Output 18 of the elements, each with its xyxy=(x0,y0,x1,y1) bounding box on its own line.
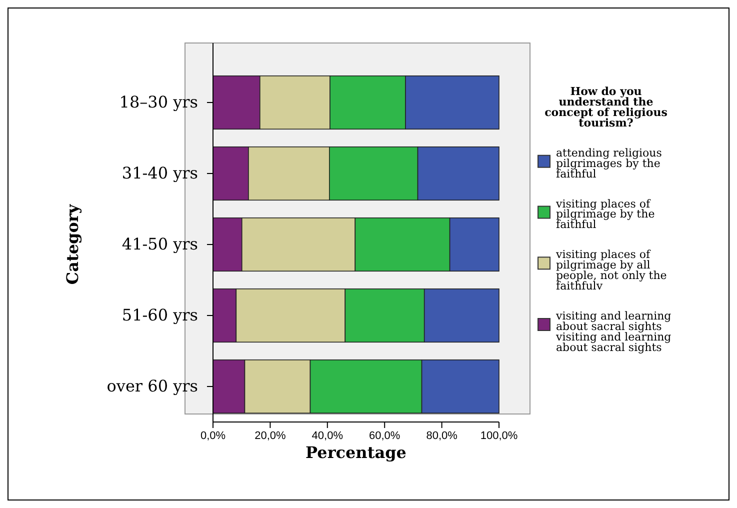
y-tick-label: 18–30 yrs xyxy=(119,92,198,112)
x-tick-label: 20,0% xyxy=(254,430,286,442)
y-axis-title: Category xyxy=(63,204,82,285)
legend-label: attending religious pilgrimages by the faithful xyxy=(556,146,662,180)
y-tick-label: 31-40 yrs xyxy=(122,164,198,183)
legend-title: How do you understand the concept of religious tourism? xyxy=(544,85,668,130)
legend-label: visiting places of pilgrimage by all people, not only the faithfulv xyxy=(555,248,667,292)
x-axis-title: Percentage xyxy=(306,443,406,462)
x-tick-label: 60,0% xyxy=(369,430,400,442)
x-tick-label: 0,0% xyxy=(200,430,226,442)
legend-label: visiting and learning about sacral sights visiting and learning about sacral sights xyxy=(555,310,672,354)
y-tick-label: 51-60 yrs xyxy=(122,306,198,325)
y-tick-label: 41-50 yrs xyxy=(122,234,198,254)
x-tick-label: 80,0% xyxy=(426,430,458,442)
x-tick-label: 40,0% xyxy=(312,430,344,442)
x-tick-label: 100,0% xyxy=(480,430,518,442)
legend-label: visiting places of pilgrimage by the faithful xyxy=(555,197,655,232)
y-tick-label: over 60 yrs xyxy=(106,376,198,396)
